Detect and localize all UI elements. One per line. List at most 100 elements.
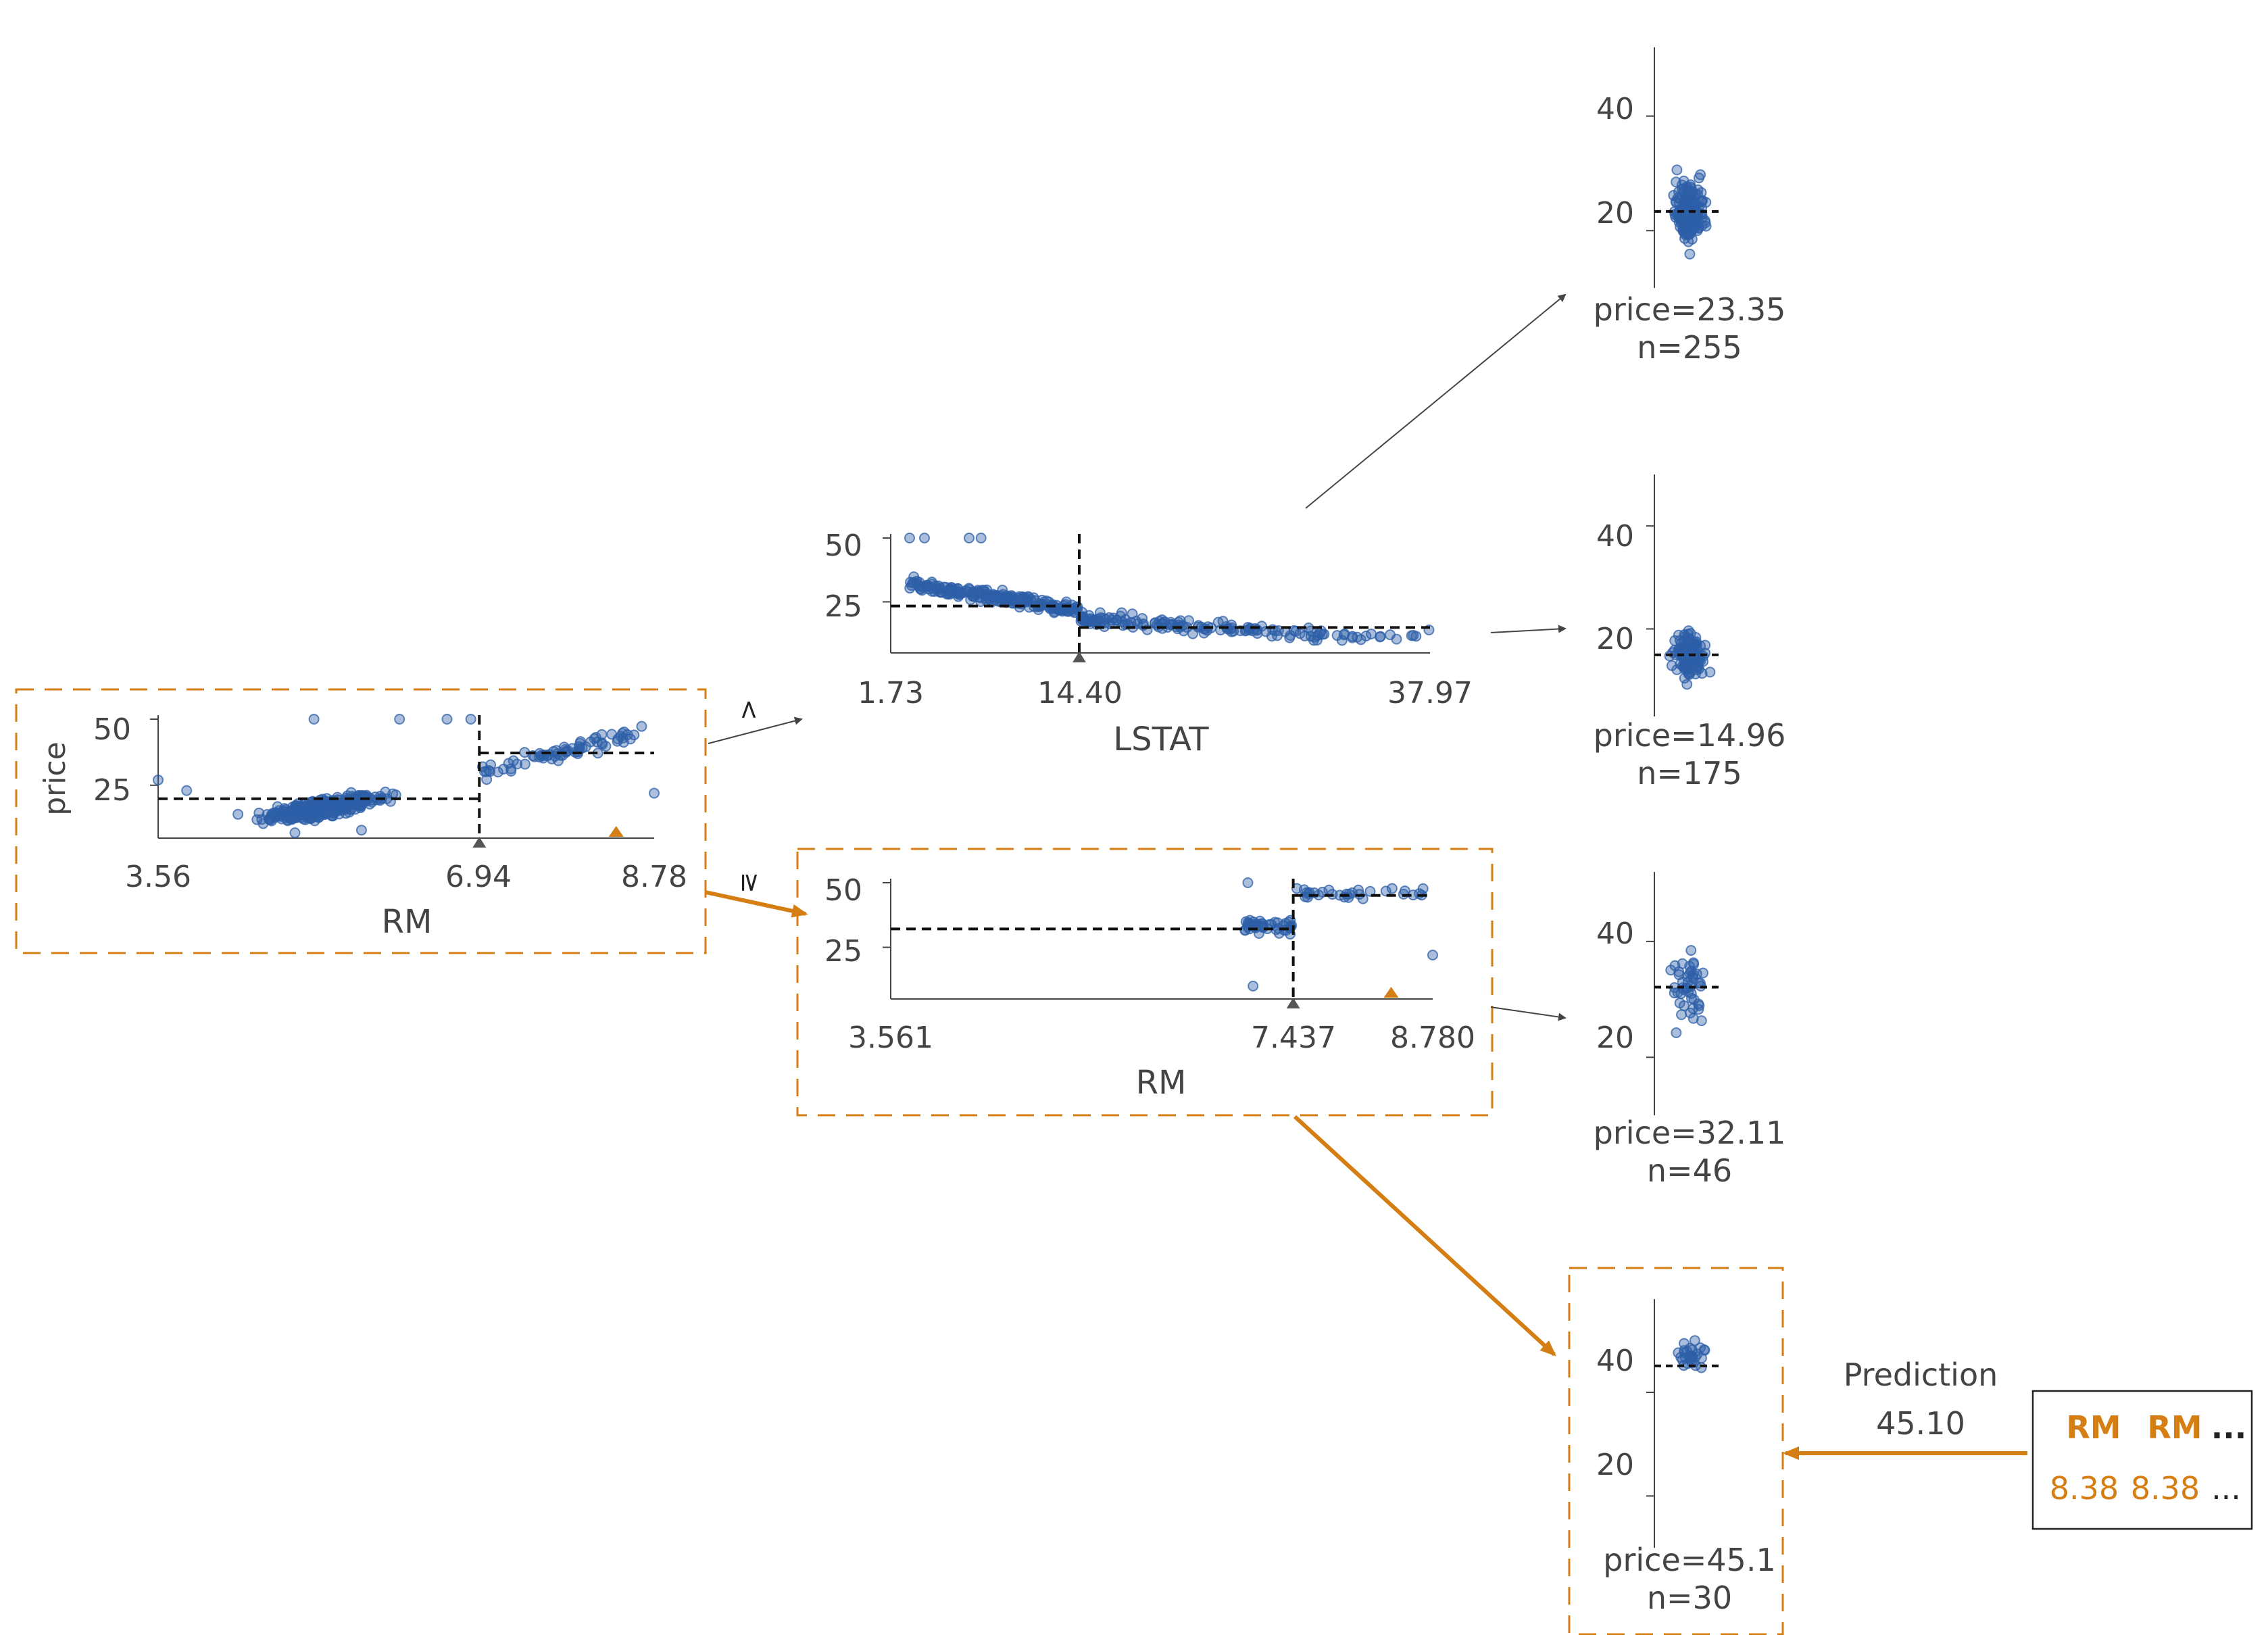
data-point <box>1682 629 1694 640</box>
leaf-count-label: n=255 <box>1637 329 1742 366</box>
data-point <box>1685 945 1697 956</box>
data-point <box>1427 950 1438 961</box>
data-point <box>964 533 975 543</box>
leaf-count-label: n=175 <box>1637 755 1742 791</box>
instance-value-cell: ... <box>2211 1470 2241 1507</box>
data-point <box>1242 877 1254 888</box>
instance-value-cell: 8.38 <box>2050 1470 2119 1507</box>
data-point <box>232 808 244 820</box>
data-point <box>1175 615 1186 627</box>
split-marker-triangle <box>1072 652 1086 662</box>
data-point <box>1676 179 1687 191</box>
lstat-y-tick-label: 50 <box>824 529 862 563</box>
root-node-plot <box>150 714 660 848</box>
leaf-4-highlight-box <box>1568 1267 1784 1635</box>
data-point <box>1364 885 1376 897</box>
data-point <box>1681 679 1693 690</box>
leaf-price-label: price=14.96 <box>1594 717 1786 754</box>
leaf-y-tick-label: 20 <box>1596 196 1634 230</box>
split-marker-triangle <box>472 837 487 848</box>
data-point <box>181 785 193 796</box>
data-point <box>322 806 333 817</box>
root-x-axis-label: RM <box>382 903 433 941</box>
data-point <box>1217 616 1229 627</box>
split-marker-triangle <box>1286 998 1300 1008</box>
lstat-node-plot <box>883 533 1435 662</box>
root-x-tick-label: 8.78 <box>621 860 687 894</box>
data-point <box>944 583 956 595</box>
data-point <box>465 714 476 725</box>
data-point <box>1671 164 1683 176</box>
leaf-count-label: n=30 <box>1647 1580 1732 1616</box>
lstat-x-tick-label: 37.97 <box>1387 676 1473 710</box>
data-point <box>1673 966 1685 977</box>
data-point <box>1700 220 1712 232</box>
data-point <box>617 727 628 739</box>
data-point <box>1318 629 1330 640</box>
leaf-node-4: 40 20 price=45.1 n=30 <box>1596 1299 1776 1616</box>
leaf-y-tick-label: 20 <box>1596 622 1634 656</box>
data-point <box>1374 631 1385 643</box>
data-point <box>291 800 303 812</box>
root-node: price 3.56 6.94 8.78 50 25 RM <box>38 712 687 941</box>
edge-lstat-to-leaf-2 <box>1490 625 1567 633</box>
data-point <box>281 810 293 822</box>
leaf-y-tick-label: 40 <box>1596 92 1634 126</box>
instance-header-cell: RM <box>2147 1409 2202 1446</box>
root-x-tick-label: 3.56 <box>125 860 191 894</box>
leaf-price-label: price=32.11 <box>1594 1115 1786 1151</box>
data-point <box>589 733 600 744</box>
instance-marker-triangle <box>608 826 624 837</box>
instance-table-border <box>2031 1390 2253 1530</box>
instance-marker-triangle <box>1383 987 1399 998</box>
data-point <box>1336 635 1348 646</box>
edge-rm-to-leaf-4 <box>1293 1115 1556 1357</box>
data-point <box>1685 666 1696 678</box>
data-point <box>1671 1027 1682 1038</box>
prediction-value: 45.10 <box>1876 1405 1965 1442</box>
data-point <box>628 729 640 741</box>
data-point <box>915 581 927 592</box>
data-point <box>918 533 930 543</box>
edge-root-to-lstat <box>708 716 803 744</box>
data-point <box>1007 592 1018 604</box>
data-point <box>1684 248 1696 260</box>
leaf-4-plot <box>1646 1299 1721 1548</box>
rm-node-highlight-box <box>796 848 1494 1117</box>
data-point <box>1095 612 1106 623</box>
rm-x-tick-label: 3.561 <box>848 1021 933 1055</box>
leaf-node-2: 40 20 price=14.96 n=175 <box>1594 474 1786 791</box>
leaf-price-label: price=45.1 <box>1603 1542 1775 1578</box>
data-point <box>270 810 281 822</box>
leaf-y-tick-label: 20 <box>1596 1021 1634 1055</box>
data-point <box>1687 1012 1699 1024</box>
data-point <box>251 814 263 825</box>
data-point <box>1380 885 1391 897</box>
data-point <box>1294 628 1306 639</box>
instance-header-cell: RM <box>2066 1409 2121 1446</box>
data-point <box>1666 660 1677 671</box>
data-point <box>1417 883 1429 894</box>
data-point <box>519 758 531 770</box>
data-point <box>1391 633 1402 645</box>
instance-header-cell: ... <box>2211 1409 2246 1446</box>
data-point <box>636 721 647 732</box>
highlight-boxes <box>15 688 1784 1635</box>
data-point <box>1323 884 1335 896</box>
root-y-axis-label: price <box>38 741 72 816</box>
root-y-tick-label: 25 <box>93 773 131 808</box>
data-point <box>1253 928 1264 939</box>
rm-y-tick-label: 50 <box>824 873 862 908</box>
data-point <box>1266 631 1277 642</box>
leaf-2-plot <box>1646 474 1721 716</box>
leaf-y-tick-label: 40 <box>1596 917 1634 951</box>
data-point <box>926 579 937 590</box>
leaf-y-tick-label: 20 <box>1596 1448 1634 1482</box>
lstat-x-tick-label: 14.40 <box>1037 676 1123 710</box>
data-point <box>1681 228 1693 240</box>
leaf-node-3: 40 20 price=32.11 n=46 <box>1594 872 1786 1189</box>
data-point <box>975 533 987 543</box>
data-point <box>1679 1338 1690 1349</box>
data-point <box>1695 169 1706 180</box>
